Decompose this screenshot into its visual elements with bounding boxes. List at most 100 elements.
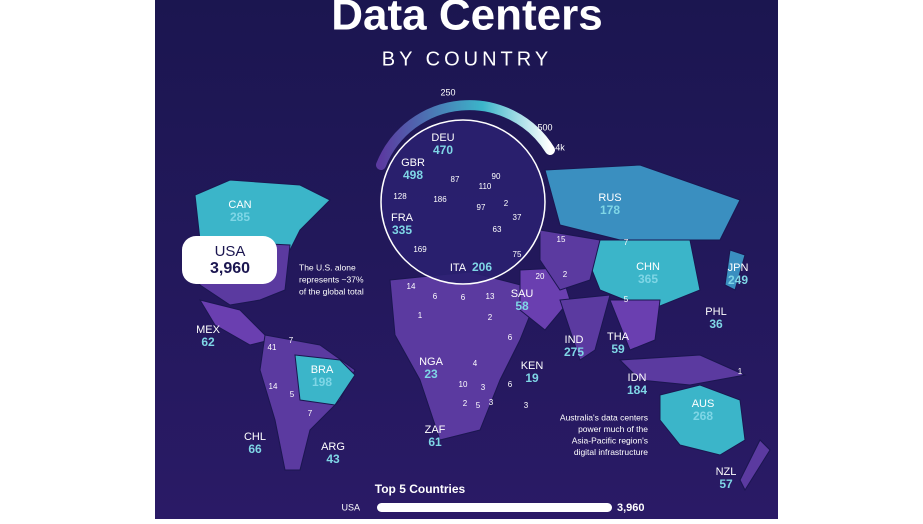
country-code: BRA <box>311 364 334 376</box>
minor-count: 14 <box>407 282 416 291</box>
gauge-label: 250 <box>440 87 455 97</box>
minor-count: 6 <box>508 380 513 389</box>
minor-count: 1 <box>418 311 423 320</box>
map <box>189 164 771 492</box>
minor-count: 7 <box>624 238 629 247</box>
country-code: IDN <box>628 372 647 384</box>
country-count: 249 <box>728 273 748 287</box>
country-code: JPN <box>728 262 749 274</box>
country-count: 184 <box>627 383 647 397</box>
minor-count: 3 <box>489 398 494 407</box>
minor-count: 37 <box>513 213 522 222</box>
country-code: NGA <box>419 356 444 368</box>
country-count: 498 <box>403 168 423 182</box>
minor-count: 3 <box>481 383 486 392</box>
minor-count: 3 <box>524 401 529 410</box>
country-count: 178 <box>600 203 620 217</box>
subtitle: BY COUNTRY <box>382 48 552 70</box>
country-code: CHN <box>636 261 660 273</box>
country-code: CHL <box>244 431 266 443</box>
minor-count: 6 <box>508 333 513 342</box>
minor-count: 6 <box>433 292 438 301</box>
minor-count: 128 <box>393 192 407 201</box>
country-count: 66 <box>248 442 262 456</box>
minor-count: 63 <box>493 225 502 234</box>
minor-count: 4 <box>473 359 478 368</box>
country-code: ARG <box>321 441 345 453</box>
country-count: 285 <box>230 210 250 224</box>
top5-count: 3,960 <box>617 502 645 514</box>
country-code: CAN <box>228 199 251 211</box>
minor-count: 20 <box>536 272 545 281</box>
country-count: 62 <box>201 335 215 349</box>
gauge-arc <box>376 100 555 170</box>
country-code: USA <box>215 243 246 260</box>
minor-count: 2 <box>463 399 468 408</box>
country-code: MEX <box>196 324 221 336</box>
annotation: Asia-Pacific region's <box>572 435 648 445</box>
minor-count: 97 <box>477 203 486 212</box>
minor-count: 1 <box>738 367 743 376</box>
country-count: 275 <box>564 345 584 359</box>
minor-count: 5 <box>290 390 295 399</box>
annotation: represents ~37% <box>299 274 364 284</box>
country-code: ITA <box>450 262 467 274</box>
country-code: IND <box>565 334 584 346</box>
country-count: 59 <box>611 342 625 356</box>
minor-count: 110 <box>479 182 492 191</box>
country-count: 43 <box>326 452 340 466</box>
annotation: of the global total <box>299 286 364 296</box>
usa-highlight <box>182 236 277 284</box>
country-count: 198 <box>312 375 332 389</box>
zoom-lens <box>380 119 546 285</box>
top5-title: Top 5 Countries <box>375 482 466 496</box>
country-count: 365 <box>638 272 658 286</box>
country-count: 206 <box>472 260 492 274</box>
minor-count: 2 <box>488 313 493 322</box>
country-count: 19 <box>525 371 539 385</box>
country-count: 61 <box>428 435 442 449</box>
minor-count: 13 <box>486 292 495 301</box>
country-code: FRA <box>391 212 414 224</box>
country-count: 470 <box>433 143 453 157</box>
country-count: 36 <box>709 317 723 331</box>
country-code: PHL <box>705 306 726 318</box>
country-count: 58 <box>515 299 529 313</box>
minor-count: 41 <box>268 343 277 352</box>
country-code: THA <box>607 331 630 343</box>
minor-count: 5 <box>476 401 481 410</box>
minor-count: 15 <box>557 235 566 244</box>
minor-count: 7 <box>289 336 294 345</box>
minor-count: 2 <box>504 199 509 208</box>
minor-count: 6 <box>461 293 466 302</box>
minor-count: 186 <box>433 195 447 204</box>
country-code: RUS <box>598 192 621 204</box>
minor-count: 5 <box>624 295 629 304</box>
top5-bar <box>377 503 612 512</box>
minor-count: 2 <box>563 270 568 279</box>
minor-count: 7 <box>308 409 313 418</box>
gauge-label: 4k <box>555 142 565 152</box>
country-code: ZAF <box>425 424 446 436</box>
annotation: The U.S. alone <box>299 262 356 272</box>
country-code: SAU <box>511 288 534 300</box>
minor-count: 10 <box>459 380 468 389</box>
country-count: 3,960 <box>210 260 250 277</box>
country-code: GBR <box>401 157 425 169</box>
annotation: digital infrastructure <box>574 447 648 457</box>
minor-count: 14 <box>269 382 278 391</box>
country-count: 268 <box>693 409 713 423</box>
country-code: DEU <box>431 132 454 144</box>
minor-count: 75 <box>513 250 522 259</box>
annotation: Australia's data centers <box>560 412 648 422</box>
country-count: 335 <box>392 223 412 237</box>
gauge-label: 500 <box>537 122 552 132</box>
annotation: power much of the <box>578 424 648 434</box>
title: Data Centers <box>331 0 602 40</box>
minor-count: 90 <box>492 172 501 181</box>
country-count: 23 <box>424 367 438 381</box>
country-code: NZL <box>716 466 737 478</box>
minor-count: 169 <box>413 245 427 254</box>
minor-count: 87 <box>451 175 460 184</box>
